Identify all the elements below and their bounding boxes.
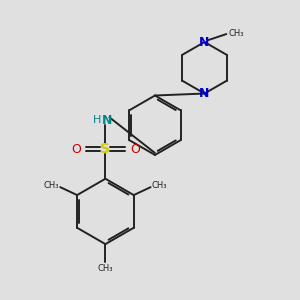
Text: N: N [199, 87, 210, 100]
Text: CH₃: CH₃ [152, 181, 167, 190]
Text: O: O [71, 142, 81, 155]
Text: CH₃: CH₃ [228, 28, 244, 38]
Text: S: S [100, 142, 110, 156]
Text: O: O [130, 142, 140, 155]
Text: CH₃: CH₃ [44, 181, 59, 190]
Text: N: N [102, 114, 112, 127]
Text: H: H [93, 115, 102, 125]
Text: CH₃: CH₃ [98, 264, 113, 273]
Text: N: N [199, 35, 210, 49]
